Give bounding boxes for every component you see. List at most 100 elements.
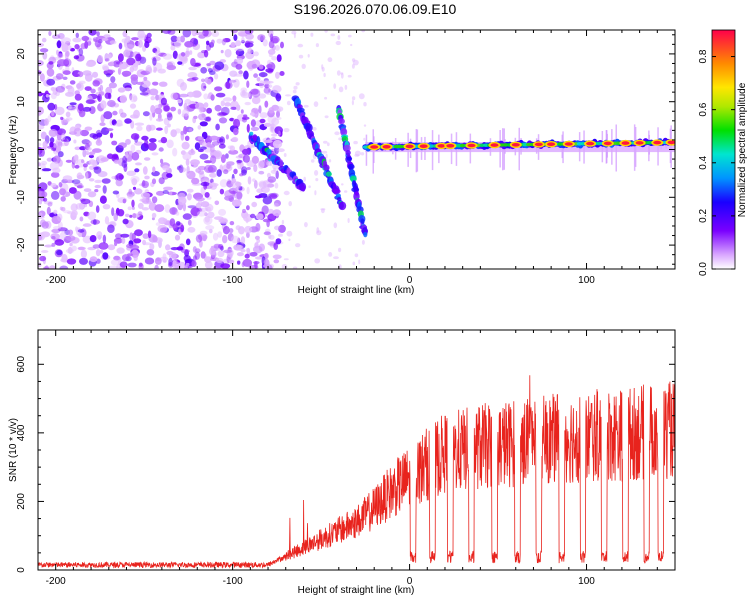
noise-blob: [288, 238, 291, 242]
spectrogram-heatmap: [38, 30, 675, 269]
noise-blob: [194, 102, 205, 110]
noise-blob: [197, 200, 203, 205]
noise-blob: [65, 235, 76, 242]
noise-blob: [203, 93, 209, 100]
noise-blob: [230, 235, 240, 244]
x-tick-label: 0: [407, 275, 413, 286]
noise-blob: [333, 222, 338, 229]
noise-blob: [235, 181, 242, 187]
noise-blob: [181, 141, 190, 150]
snr-axes: -200 -100 0 100 0 200 400 600: [16, 329, 675, 587]
noise-blob: [112, 190, 120, 195]
noise-blob: [163, 105, 171, 112]
noise-blob: [113, 159, 121, 164]
noise-blob: [321, 64, 324, 70]
noise-blob: [268, 40, 275, 49]
noise-blob: [219, 138, 224, 143]
noise-blob: [61, 83, 66, 90]
noise-blob: [315, 178, 319, 182]
noise-blob: [263, 80, 274, 84]
noise-blob: [124, 118, 132, 124]
noise-blob: [148, 88, 159, 96]
noise-blob: [80, 249, 87, 259]
noise-blob: [186, 188, 194, 193]
noise-blob: [216, 169, 222, 177]
noise-blob: [80, 129, 89, 137]
carrier-peak-core: [437, 144, 446, 148]
chirp-segment: [360, 218, 365, 224]
noise-blob: [247, 48, 253, 55]
noise-blob: [137, 202, 144, 209]
colorbar-gradient: [711, 29, 736, 270]
noise-blob: [131, 199, 135, 208]
noise-blob: [65, 50, 70, 57]
noise-blob: [39, 73, 45, 82]
noise-blob: [111, 207, 115, 217]
noise-blob: [246, 167, 251, 170]
noise-blob: [177, 61, 183, 65]
noise-blob: [245, 33, 254, 40]
noise-blob: [169, 190, 173, 196]
noise-blob: [293, 85, 298, 90]
noise-blob: [87, 191, 97, 198]
noise-blob: [206, 78, 212, 85]
noise-blob: [139, 92, 149, 96]
noise-blob: [129, 66, 134, 73]
noise-blob: [209, 247, 216, 256]
noise-blob: [53, 226, 61, 230]
noise-blob: [79, 257, 88, 265]
noise-blob: [256, 77, 261, 82]
noise-blob: [219, 188, 225, 195]
noise-blob: [210, 178, 214, 184]
chart-title: S196.2026.070.06.09.E10: [294, 1, 457, 17]
noise-blob: [112, 110, 118, 116]
noise-blob: [286, 100, 291, 106]
noise-blob: [353, 140, 358, 145]
noise-blob: [166, 139, 174, 149]
carrier-core: [502, 143, 509, 147]
noise-blob: [182, 213, 192, 220]
noise-blob: [178, 167, 187, 173]
noise-blob: [238, 70, 243, 75]
noise-blob: [170, 45, 176, 51]
noise-blob: [212, 232, 219, 241]
noise-blob: [123, 49, 131, 58]
noise-blob: [172, 261, 181, 269]
carrier-peak-core: [586, 141, 595, 146]
chirp-segment: [325, 171, 332, 177]
noise-blob: [215, 257, 224, 264]
noise-blob: [351, 99, 354, 106]
noise-blob: [114, 241, 118, 247]
noise-blob: [108, 265, 119, 269]
noise-blob: [259, 80, 265, 89]
noise-blob: [150, 105, 156, 114]
noise-blob: [98, 242, 109, 250]
noise-blob: [209, 145, 215, 153]
y-tick-label: 10: [16, 96, 27, 108]
noise-blob: [134, 229, 143, 237]
noise-blob: [274, 116, 282, 120]
noise-blob: [180, 52, 186, 57]
noise-blob: [41, 168, 52, 172]
noise-blob: [214, 200, 220, 206]
noise-blob: [151, 212, 157, 218]
noise-blob: [274, 45, 280, 51]
noise-blob: [215, 92, 226, 98]
noise-blob: [259, 112, 269, 119]
noise-blob: [270, 123, 275, 127]
noise-blob: [119, 94, 128, 104]
noise-blob: [169, 207, 178, 215]
noise-blob: [328, 252, 333, 257]
noise-blob: [350, 43, 353, 47]
noise-blob: [73, 139, 77, 144]
noise-blob: [85, 171, 89, 180]
noise-blob: [224, 102, 231, 107]
noise-blob: [314, 190, 317, 196]
noise-blob: [65, 159, 72, 163]
noise-blob: [144, 175, 150, 180]
colorbar-tick-label: 0.8: [698, 49, 709, 63]
noise-blob: [205, 225, 215, 231]
noise-blob: [220, 100, 225, 107]
noise-blob: [49, 141, 54, 148]
